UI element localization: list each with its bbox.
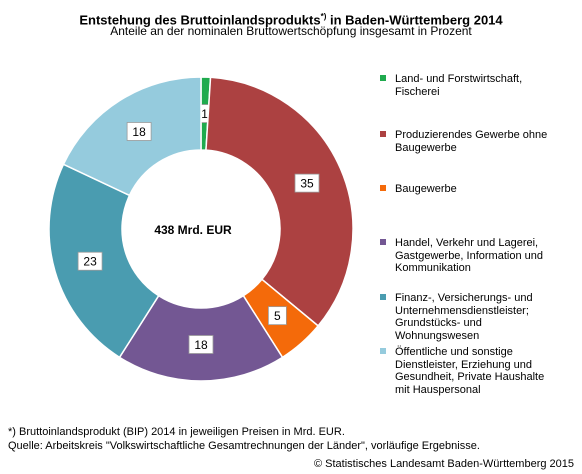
footnote-marker: *) — [320, 12, 327, 21]
legend-swatch-2 — [380, 185, 386, 191]
center-total-label: 438 Mrd. EUR — [154, 223, 232, 237]
legend-label-3: Handel, Verkehr und Lagerei, Gastgewerbe,… — [395, 237, 543, 274]
chart-subtitle: Anteile an der nominalen Bruttowertschöp… — [110, 24, 472, 38]
data-label-box-3 — [188, 335, 214, 354]
chart-title: Entstehung des Bruttoinlandsprodukts*) i… — [0, 9, 582, 28]
copyright: © Statistisches Landesamt Baden-Württemb… — [313, 458, 574, 470]
chart-title-suffix: in Baden-Württemberg 2014 — [326, 12, 503, 28]
data-label-2: 5 — [274, 309, 281, 323]
legend-swatch-0 — [380, 75, 386, 81]
data-label-3: 18 — [194, 338, 208, 352]
data-label-box-5 — [126, 122, 152, 141]
data-label-1: 35 — [300, 177, 314, 191]
legend-swatch-5 — [380, 348, 386, 354]
data-label-box-1 — [294, 173, 320, 193]
data-label-0: 1 — [201, 107, 208, 121]
legend-swatch-3 — [380, 239, 386, 245]
chart-title-main: Entstehung des Bruttoinlandsprodukts — [79, 12, 321, 28]
legend-label-1: Produzierendes Gewerbe ohne Baugewerbe — [395, 129, 548, 154]
slice-4 — [48, 163, 160, 359]
legend-label-0: Land- und Forstwirtschaft, Fischerei — [395, 73, 523, 98]
data-label-box-2 — [267, 306, 287, 326]
legend-label-4: Finanz-, Versicherungs- und Unternehmensd… — [395, 292, 533, 342]
legend-label-5: Öffentliche und sonstige Dienstleister, E… — [395, 346, 545, 396]
legend-swatch-4 — [380, 294, 386, 300]
data-label-4: 23 — [83, 255, 97, 269]
legend-swatch-1 — [380, 131, 386, 137]
data-label-5: 18 — [132, 125, 146, 139]
footnote: *) Bruttoinlandsprodukt (BIP) 2014 in je… — [8, 426, 345, 438]
source-note: Quelle: Arbeitskreis "Volkswirtschaftlic… — [8, 440, 480, 452]
slice-1 — [205, 76, 354, 327]
data-label-box-4 — [77, 251, 103, 271]
legend-label-2: Baugewerbe — [395, 183, 457, 195]
